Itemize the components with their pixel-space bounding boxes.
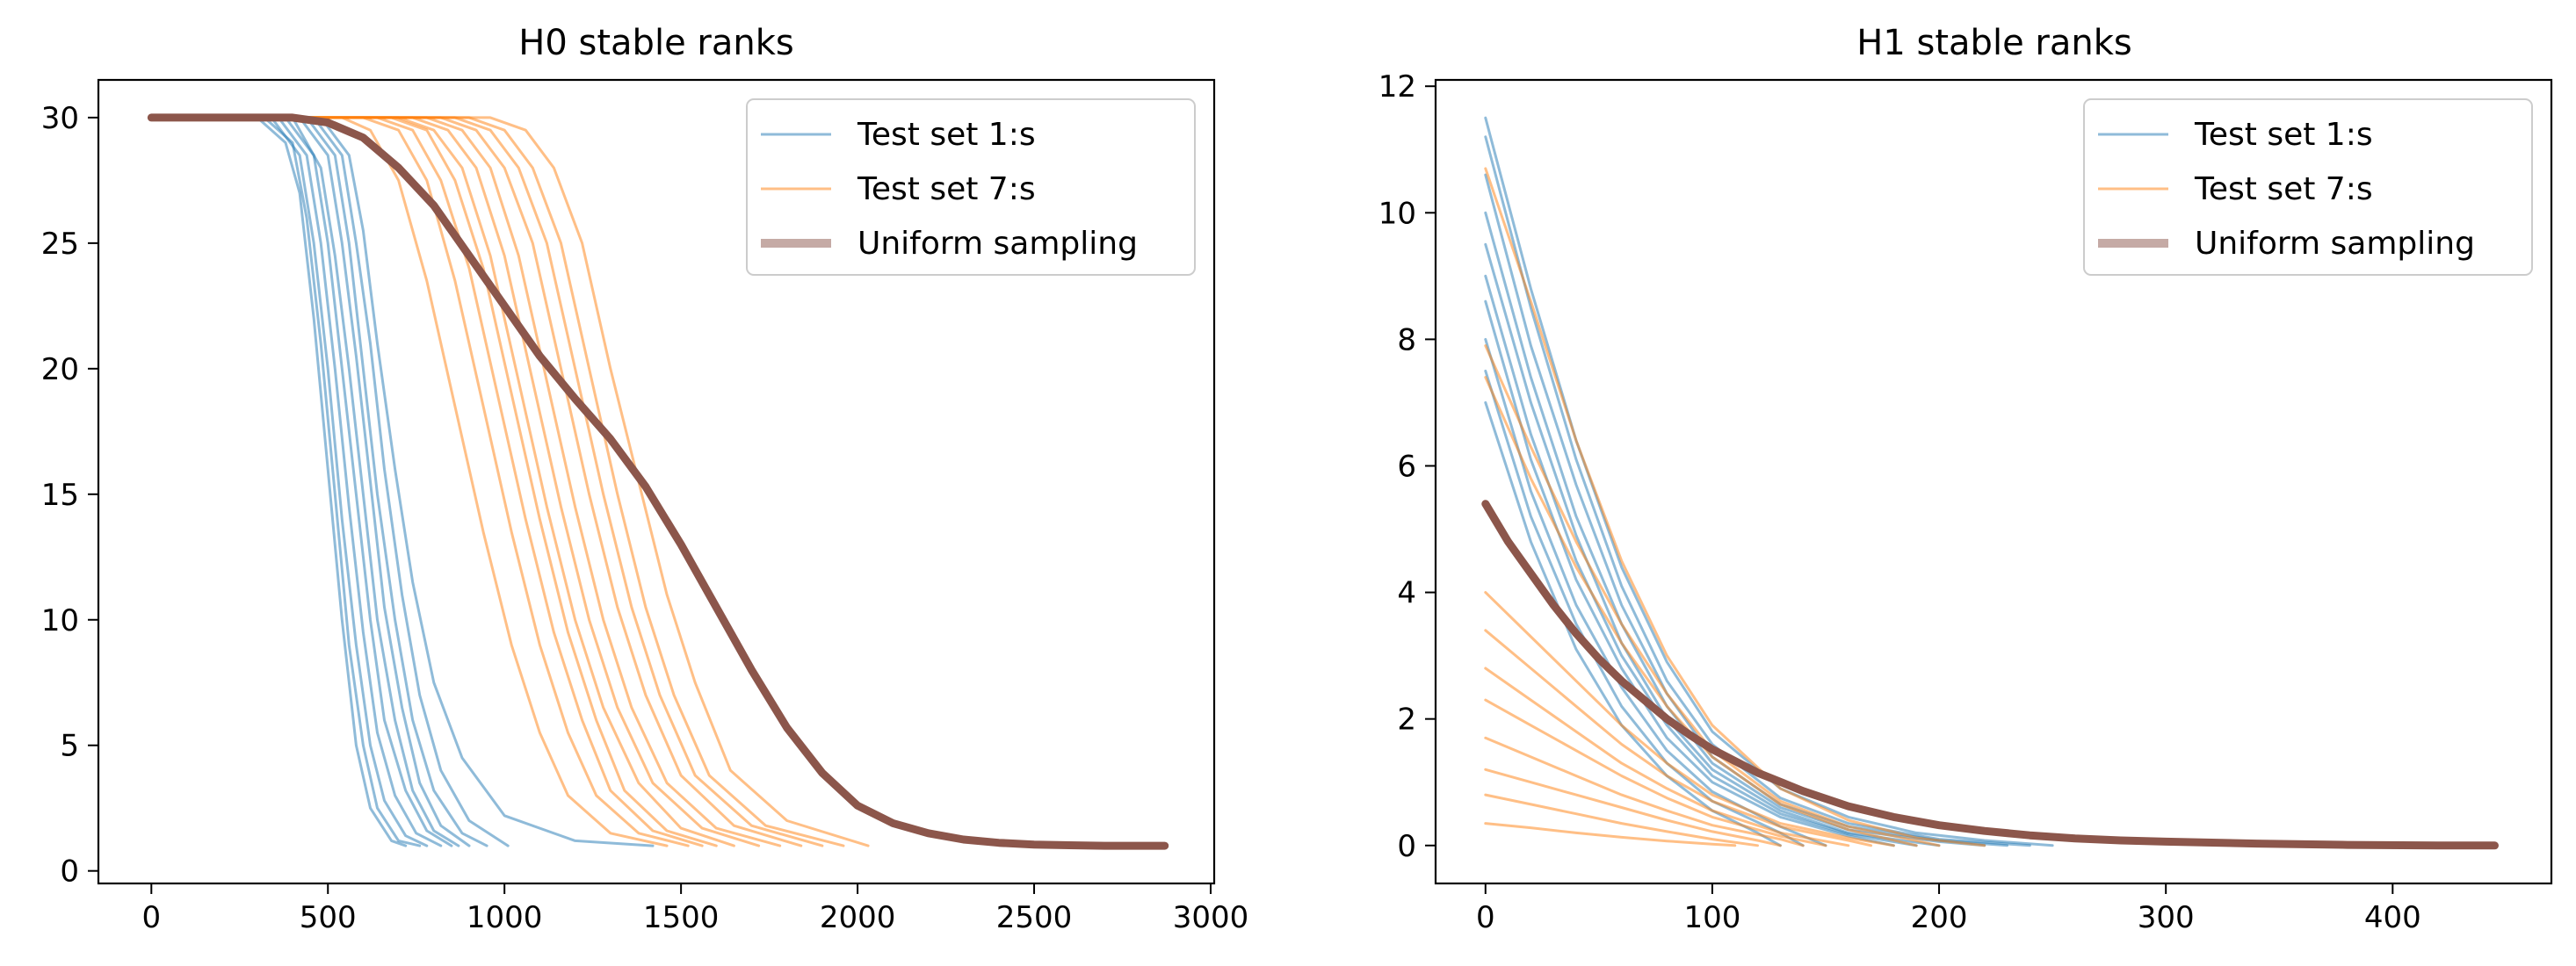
h0-series-0-curve-8 [149, 116, 510, 847]
h0-series-1-curve-7 [149, 116, 803, 847]
h1-series-0-curve-9 [1484, 400, 1782, 847]
h0-series-2-curve-0 [147, 113, 1169, 850]
h1-series-1-curve-9 [1484, 793, 1759, 847]
h1-legend: Test set 1:s Test set 7:s Uniform sampling [2083, 98, 2533, 276]
h0-series-1-curve-0 [149, 116, 669, 847]
h1-ytick-label-6: 12 [1378, 69, 1416, 105]
h0-ytick-label-3: 15 [41, 478, 79, 513]
h0-series-0-curve-6 [149, 116, 471, 847]
h0-series-1-curve-4 [149, 116, 735, 847]
h1-series-1-curve-3 [1484, 591, 1895, 847]
h1-ytick-label-1: 2 [1397, 703, 1416, 738]
h0-series-1-curve-3 [149, 116, 718, 847]
h0-xtick-label-3: 1500 [643, 900, 720, 935]
h0-series-0-curve-4 [149, 116, 453, 847]
h0-series-0-curve-7 [149, 116, 488, 847]
h1-series-1-curve-7 [1484, 736, 1805, 847]
h0-xtick-label-6: 3000 [1173, 900, 1249, 935]
h1-series-0-curve-8 [1484, 369, 1805, 847]
h0-legend-label-2: Uniform sampling [857, 226, 1138, 262]
h0-legend-label-1: Test set 7:s [857, 171, 1036, 207]
h0-series-1-curve-2 [149, 116, 704, 847]
h0-series-0-curve-0 [149, 116, 408, 847]
h1-panel: H1 stable ranks 0 100 200 300 400 0 2 4 6 8 10 12 T… [1378, 23, 2553, 935]
h0-ytick-label-6: 30 [41, 101, 79, 136]
h0-title: H0 stable ranks [518, 23, 793, 63]
h1-axes-frame [1434, 78, 2553, 885]
h1-xtick-label-4: 400 [2364, 900, 2421, 935]
h0-ytick-label-2: 10 [41, 603, 79, 638]
h0-xtick-label-5: 2500 [996, 900, 1073, 935]
h0-series-0-curve-2 [149, 116, 429, 847]
h1-legend-label-0: Test set 1:s [2194, 117, 2373, 153]
h0-series-0-curve-9 [149, 116, 655, 847]
h0-ytick-label-4: 20 [41, 352, 79, 387]
h0-xtick-label-0: 0 [141, 900, 161, 935]
h1-ytick-label-4: 8 [1397, 322, 1416, 357]
h0-series-1-curve-6 [149, 116, 782, 847]
h1-series-1-curve-8 [1484, 768, 1782, 847]
h0-xtick-label-1: 500 [300, 900, 357, 935]
h1-xtick-label-1: 100 [1683, 900, 1740, 935]
h1-xtick-label-3: 300 [2138, 900, 2195, 935]
h1-series-1-curve-0 [1484, 167, 1986, 847]
h1-ticks: 0 100 200 300 400 0 2 4 6 8 10 12 [1378, 69, 2421, 935]
h0-legend: Test set 1:s Test set 7:s Uniform sampling [746, 98, 1196, 276]
h0-series-0-curve-5 [149, 116, 460, 847]
h1-series-1-curve-2 [1484, 376, 1918, 847]
h0-series-1-curve-10 [149, 116, 870, 847]
h1-series-1-curve-5 [1484, 667, 1850, 847]
h1-series-1-curve-1 [1484, 344, 1941, 847]
h1-series-0-curve-2 [1484, 173, 2008, 847]
h0-ytick-label-1: 5 [60, 729, 79, 764]
h1-xtick-label-2: 200 [1911, 900, 1968, 935]
h1-title: H1 stable ranks [1856, 23, 2131, 63]
h0-xtick-label-4: 2000 [820, 900, 896, 935]
h1-ytick-label-5: 10 [1378, 196, 1416, 231]
h1-ytick-label-0: 0 [1397, 829, 1416, 864]
h1-legend-box [2083, 98, 2533, 276]
h0-ticks: 0 500 1000 1500 2000 2500 3000 0 5 10 15 20 25 30 [41, 101, 1249, 935]
h0-axes-frame [97, 78, 1216, 885]
h0-xtick-label-2: 1000 [467, 900, 543, 935]
h0-ytick-label-0: 0 [60, 854, 79, 890]
h0-series-0-curve-3 [149, 116, 443, 847]
h1-legend-label-1: Test set 7:s [2194, 171, 2373, 207]
h1-series-0-curve-7 [1484, 337, 1827, 847]
h0-curves [147, 113, 1169, 850]
h1-series-1-curve-10 [1484, 822, 1737, 847]
h1-curves [1481, 116, 2499, 850]
h0-series-1-curve-1 [149, 116, 690, 847]
h1-series-1-curve-4 [1484, 629, 1873, 847]
h0-legend-box [746, 98, 1196, 276]
h1-ytick-label-2: 4 [1397, 576, 1416, 611]
h0-panel: H0 stable ranks 0 500 1000 1500 2000 2500 3000… [41, 23, 1249, 935]
h1-ytick-label-3: 6 [1397, 449, 1416, 484]
h0-series-1-curve-5 [149, 116, 761, 847]
h1-legend-label-2: Uniform sampling [2195, 226, 2475, 262]
h0-series-1-curve-8 [149, 116, 824, 847]
h1-xtick-label-0: 0 [1476, 900, 1495, 935]
h1-series-0-curve-6 [1484, 299, 1895, 847]
h0-ytick-label-5: 25 [41, 227, 79, 262]
h0-legend-label-0: Test set 1:s [857, 117, 1036, 153]
h1-series-2-curve-0 [1481, 500, 2499, 850]
h1-series-1-curve-6 [1484, 698, 1827, 847]
